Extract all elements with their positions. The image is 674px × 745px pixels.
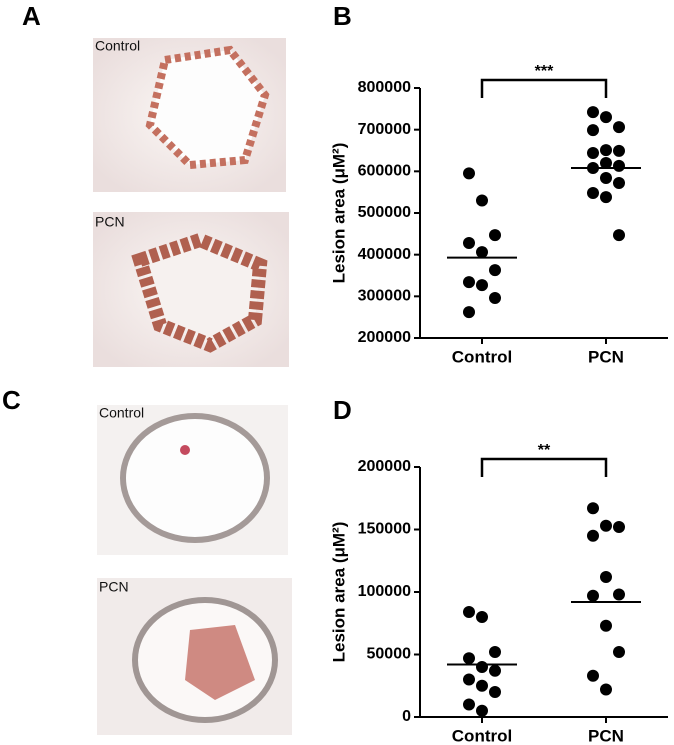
y-tick-label: 400000 (358, 246, 411, 263)
data-point (476, 679, 488, 692)
data-point (587, 502, 599, 515)
y-tick-label: 200000 (358, 329, 411, 346)
data-point (463, 167, 475, 180)
image-label: PCN (95, 214, 125, 230)
data-point (476, 246, 488, 259)
data-point (476, 194, 488, 207)
data-point (463, 276, 475, 289)
data-point (613, 121, 625, 134)
x-tick-label: Control (452, 726, 512, 745)
data-point (489, 292, 501, 304)
data-point (463, 698, 475, 711)
data-point (463, 306, 475, 319)
x-tick-label: Control (452, 347, 512, 366)
data-point (613, 521, 625, 533)
significance-bracket (480, 457, 608, 477)
data-point (600, 519, 612, 532)
significance-label: ** (538, 442, 551, 459)
data-point (600, 144, 612, 157)
y-tick-label: 0 (402, 708, 411, 725)
data-point (613, 159, 625, 172)
data-point (587, 124, 599, 137)
data-point (613, 646, 625, 658)
data-point (587, 589, 599, 602)
y-tick-label: 150000 (358, 521, 411, 538)
image-label: Control (95, 38, 140, 54)
data-point (476, 279, 488, 292)
data-point (600, 111, 612, 124)
x-tick-label: PCN (588, 726, 624, 745)
data-point (600, 157, 612, 169)
data-point (476, 611, 488, 623)
data-point (476, 661, 488, 673)
y-tick-label: 500000 (358, 204, 411, 221)
data-point (613, 144, 625, 157)
data-point (600, 191, 612, 204)
y-tick-label: 50000 (367, 646, 412, 663)
micrograph: PCN (97, 578, 292, 735)
data-point (489, 264, 501, 277)
data-point (489, 664, 501, 677)
data-point (613, 177, 625, 189)
data-point (489, 686, 501, 698)
data-point (587, 106, 599, 119)
y-tick-label: 700000 (358, 121, 411, 138)
significance-label: *** (535, 63, 554, 80)
y-tick-label: 800000 (358, 79, 411, 96)
panel-letter: D (333, 395, 352, 425)
data-point (600, 172, 612, 184)
data-point (613, 588, 625, 601)
data-point (476, 704, 488, 717)
data-point (587, 669, 599, 682)
micrograph: PCN (93, 212, 289, 367)
y-tick-label: 300000 (358, 288, 411, 305)
data-point (600, 683, 612, 696)
y-tick-label: 200000 (358, 458, 411, 475)
x-tick-label: PCN (588, 347, 624, 366)
y-axis-label: Lesion area (μM²) (329, 522, 348, 663)
data-point (613, 229, 625, 242)
panel-letter: C (2, 385, 21, 415)
micrograph: Control (97, 405, 288, 555)
data-point (463, 673, 475, 686)
data-point (463, 652, 475, 665)
image-label: PCN (99, 579, 129, 595)
significance-bracket (480, 78, 608, 98)
y-tick-label: 100000 (358, 583, 411, 600)
data-point (489, 646, 501, 658)
data-point (489, 229, 501, 242)
data-point (463, 237, 475, 249)
data-point (587, 529, 599, 542)
micrograph: Control (93, 38, 286, 192)
data-point (600, 619, 612, 632)
data-point (463, 606, 475, 618)
panel-letter: B (333, 1, 352, 31)
data-point (587, 147, 599, 159)
data-point (587, 187, 599, 199)
y-tick-label: 600000 (358, 163, 411, 180)
data-point (600, 571, 612, 583)
panel-letter: A (22, 1, 41, 31)
y-axis-label: Lesion area (μM²) (329, 143, 348, 284)
image-label: Control (99, 405, 144, 421)
